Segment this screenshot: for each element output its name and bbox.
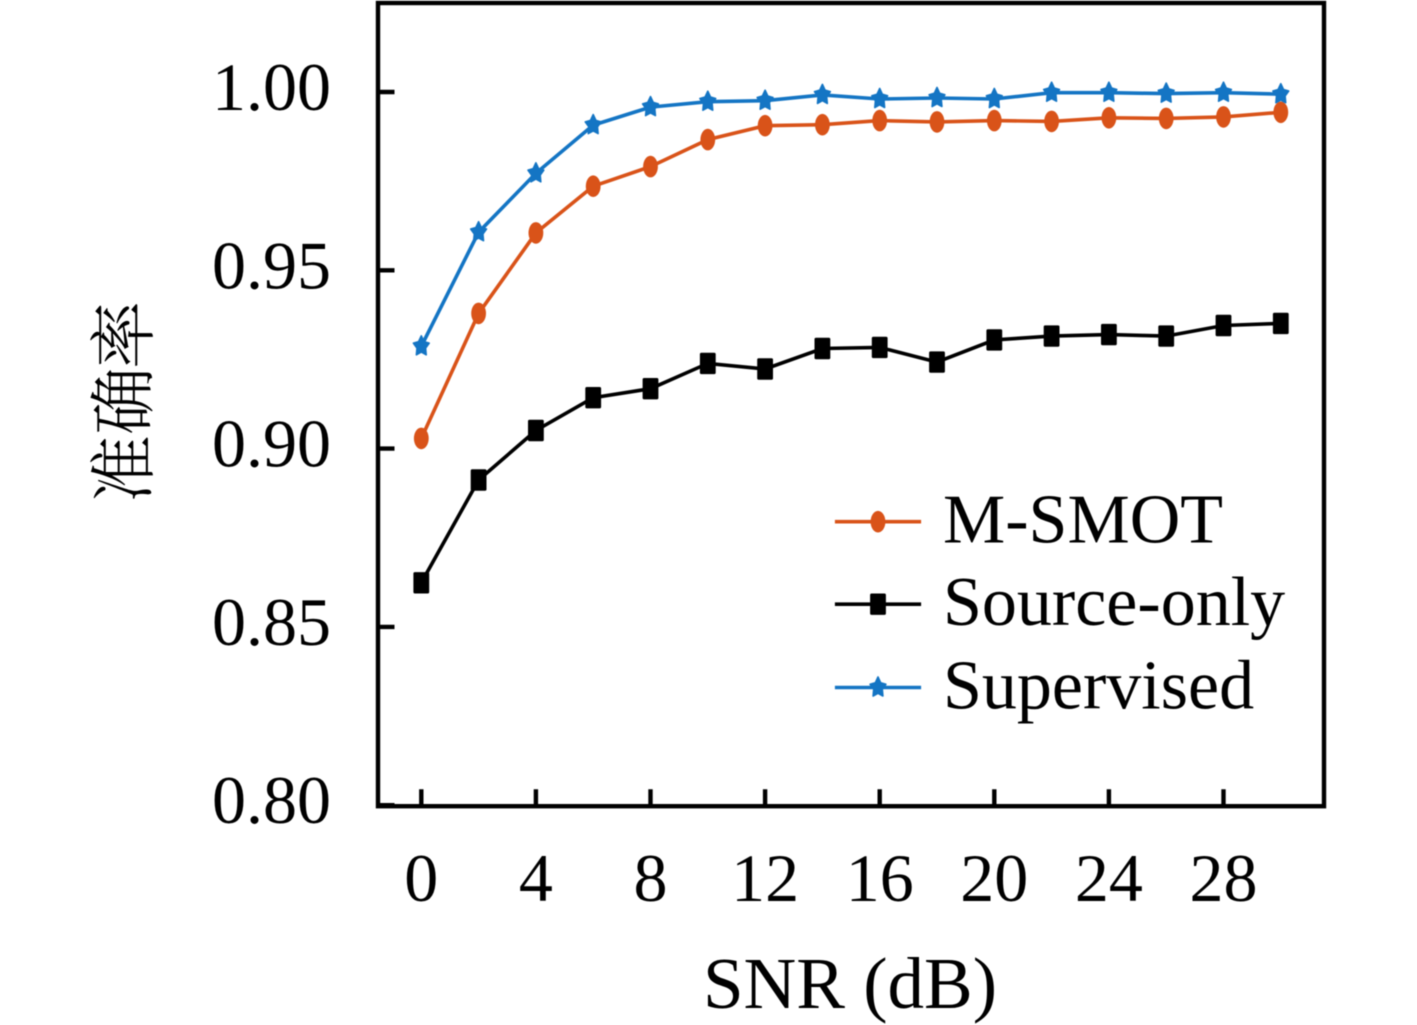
svg-text:SNR (dB): SNR (dB) — [703, 943, 997, 1024]
svg-text:0.85: 0.85 — [212, 584, 331, 660]
svg-text:M-SMOT: M-SMOT — [943, 482, 1223, 559]
svg-text:1.00: 1.00 — [212, 49, 331, 125]
svg-text:20: 20 — [960, 840, 1028, 916]
svg-text:0.80: 0.80 — [212, 762, 331, 838]
svg-text:0.95: 0.95 — [212, 227, 331, 303]
svg-text:16: 16 — [846, 840, 914, 916]
svg-text:12: 12 — [731, 840, 799, 916]
svg-text:4: 4 — [519, 840, 553, 916]
svg-text:Supervised: Supervised — [943, 647, 1254, 724]
svg-text:28: 28 — [1190, 840, 1258, 916]
svg-text:8: 8 — [634, 840, 668, 916]
svg-text:Source-only: Source-only — [943, 564, 1285, 641]
svg-text:24: 24 — [1075, 840, 1143, 916]
svg-text:0.90: 0.90 — [212, 406, 331, 482]
svg-text:0: 0 — [404, 840, 438, 916]
